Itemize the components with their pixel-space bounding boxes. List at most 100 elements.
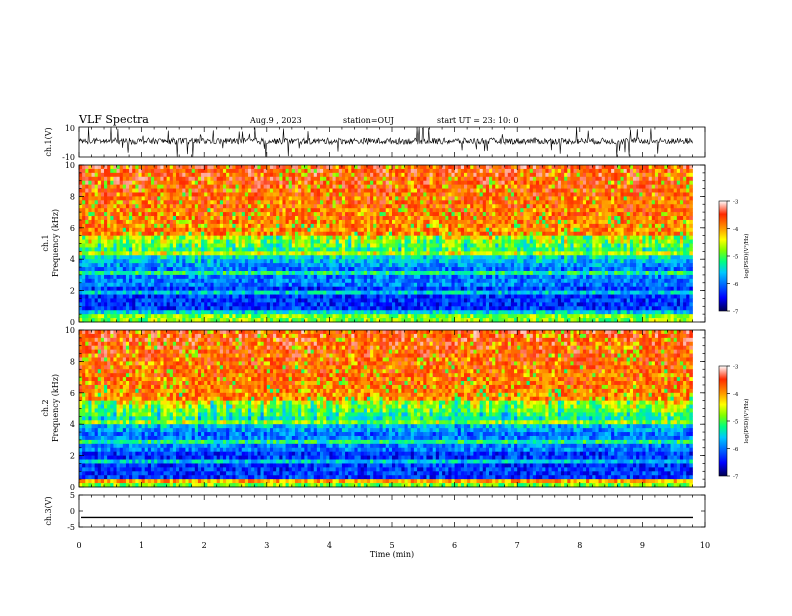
spectrogram-cell [413,216,418,221]
spectrogram-cell [129,318,133,323]
spectrogram-cell [338,255,343,260]
spectrogram-cell [451,255,455,260]
spectrogram-cell [122,247,127,252]
spectrogram-cell [379,196,384,201]
spectrogram-cell [426,219,430,225]
spectrogram-cell [401,282,405,288]
spectrogram-cell [417,219,421,225]
spectrogram-cell [307,231,312,237]
spectrogram-cell [320,278,324,284]
spectrogram-cell [138,212,142,217]
spectrogram-cell [172,235,177,240]
spectrogram-cell [360,314,365,319]
spectrogram-cell [373,192,377,197]
spectrogram-cell [169,263,174,268]
spectrogram-cell [154,180,158,186]
spectrogram-cell [435,278,440,284]
spectrogram-cell [392,270,396,276]
spectrogram-cell [135,306,139,311]
spectrogram-cell [251,290,255,295]
spectrogram-cell [313,270,318,276]
spectrogram-cell [129,247,133,252]
spectrogram-cell [348,243,352,248]
spectrogram-cell [348,176,352,182]
spectrogram-cell [232,282,236,288]
spectrogram-cell [241,212,246,217]
spectrogram-cell [294,294,299,299]
spectrogram-cell [226,259,230,264]
spectrogram-cell [323,219,327,225]
spectrogram-cell [257,267,261,272]
spectrogram-cell [125,239,130,244]
spectrogram-cell [341,165,346,170]
spectrogram-cell [363,239,368,244]
spectrogram-cell [132,274,136,280]
spectrogram-cell [188,239,193,244]
spectrogram-cell [316,204,321,209]
spectrogram-cell [332,286,337,292]
spectrogram-cell [257,247,261,252]
spectrogram-cell [301,196,305,201]
spectrogram-cell [88,235,92,240]
spectrogram-cell [163,180,168,186]
spectrogram-cell [273,282,277,288]
spectrogram-cell [385,318,390,323]
spectrogram-cell [404,176,409,182]
spectrogram-cell [307,270,312,276]
spectrogram-cell [413,267,418,272]
spectrogram-cell [313,184,318,189]
spectrogram-cell [435,212,440,217]
spectrogram-cell [420,223,424,229]
spectrogram-cell [257,204,261,209]
spectrogram-cell [213,255,218,260]
spectrogram-cell [129,239,133,244]
spectrogram-cell [251,239,255,244]
spectrogram-cell [163,208,168,213]
spectrogram-cell [85,251,89,256]
spectrogram-cell [251,270,255,276]
spectrogram-cell [125,247,130,252]
spectrogram-cell [420,306,424,311]
spectrogram-cell [116,204,121,209]
spectrogram-cell [235,294,240,299]
spectrogram-cell [235,306,240,311]
spectrogram-cell [244,263,249,268]
spectrogram-cell [410,247,415,252]
spectrogram-cell [413,243,418,248]
spectrogram-cell [413,168,418,174]
spectrogram-cell [323,302,327,307]
spectrogram-cell [363,219,368,225]
spectrogram-cell [254,278,258,284]
spectrogram-cell [460,290,465,295]
spectrogram-cell [282,168,286,174]
spectrogram-cell [288,165,293,170]
spectrogram-cell [298,172,302,178]
spectrogram-cell [316,290,321,295]
spectrogram-cell [354,168,358,174]
spectrogram-cell [138,227,142,233]
spectrogram-cell [204,188,208,193]
spectrogram-cell [248,318,252,323]
spectrogram-cell [229,196,233,201]
spectrogram-cell [298,251,302,256]
spectrogram-cell [335,274,340,280]
spectrogram-cell [460,176,465,182]
spectrogram-cell [370,184,374,189]
spectrogram-cell [341,200,346,205]
spectrogram-cell [91,255,96,260]
spectrogram-cell [79,318,83,323]
spectrogram-cell [116,223,121,229]
spectrogram-cell [413,239,418,244]
spectrogram-cell [313,208,318,213]
spectrogram-cell [266,165,271,170]
spectrogram-cell [135,227,139,233]
spectrogram-cell [432,267,437,272]
spectrogram-cell [298,176,302,182]
spectrogram-cell [360,180,365,186]
spectrogram-cell [442,176,446,182]
spectrogram-cell [154,263,158,268]
spectrogram-cell [316,274,321,280]
spectrogram-cell [88,294,92,299]
spectrogram-cell [219,200,224,205]
